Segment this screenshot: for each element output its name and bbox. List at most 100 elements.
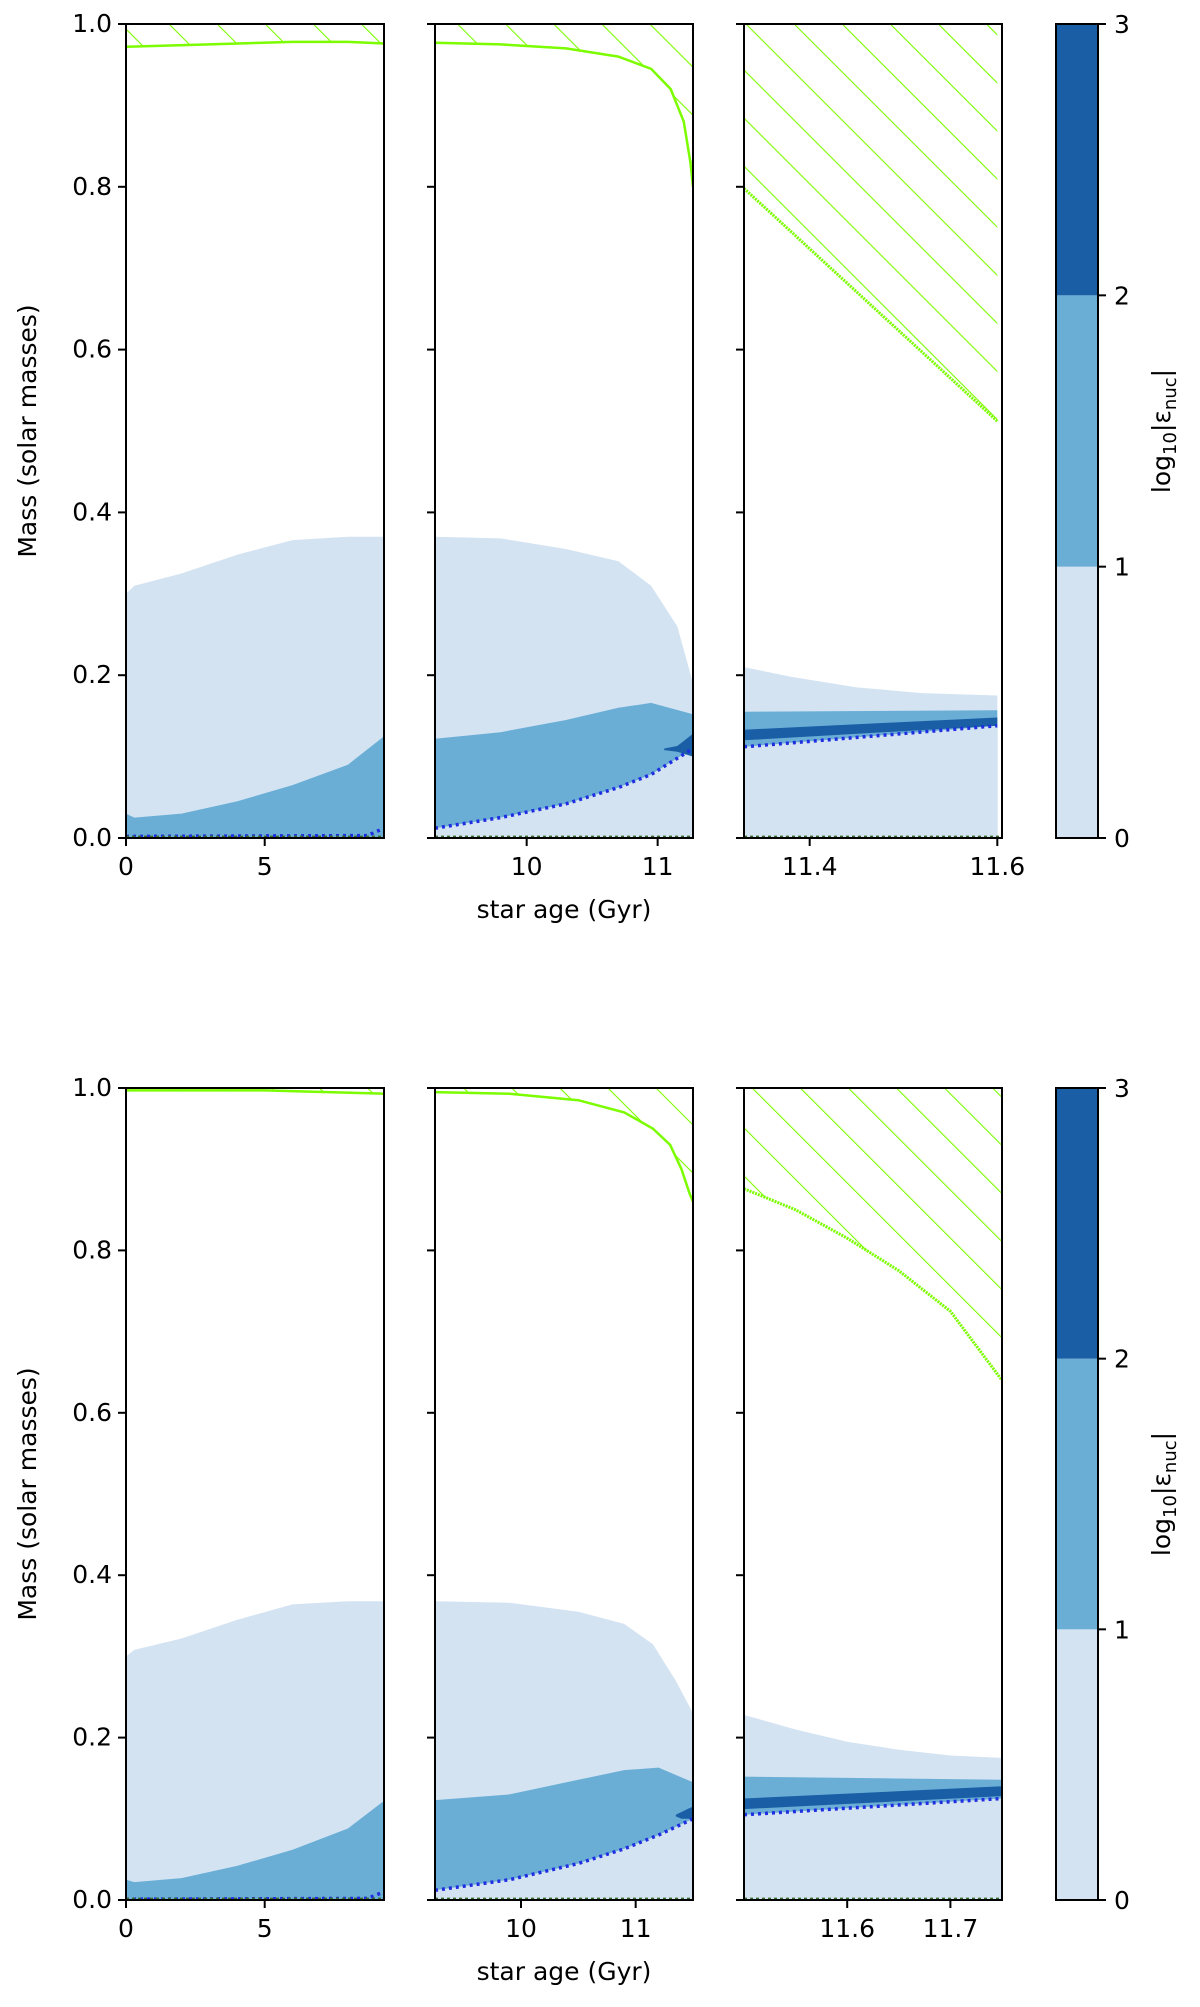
- panel-frame: [125, 1087, 385, 1901]
- colorbar-tick-label: 2: [1114, 281, 1130, 310]
- colorbar: 0 1 2 3 log10|εnuc|: [1055, 10, 1181, 853]
- colorbar-frame: [1055, 1087, 1099, 1901]
- level1-region: [126, 536, 384, 838]
- panel-plot-area: [435, 24, 693, 838]
- inner-core-region: [435, 748, 693, 838]
- panel-1-1: 0.0 0.2 0.4 0.6 0.8 1.0 0 5: [72, 9, 385, 881]
- x-tick-label: 0: [118, 1914, 134, 1943]
- colorbar-label: log10|εnuc|: [1147, 369, 1181, 493]
- hatch-boundary-line: [744, 187, 999, 423]
- colorbar-segment: [1056, 566, 1098, 838]
- hatch-boundary-line: [126, 1089, 384, 1095]
- colorbar-segment: [1056, 1629, 1098, 1900]
- colorbar-label-part: log: [1147, 455, 1176, 493]
- panel-plot-area: [744, 24, 1002, 838]
- x-tick-label: 5: [257, 1914, 273, 1943]
- y-axis-label: Mass (solar masses): [13, 304, 42, 557]
- y-tick-label: 0.6: [72, 1398, 112, 1427]
- panel-frame: [743, 23, 1003, 839]
- hatch-boundary-line: [435, 1090, 693, 1203]
- burning-shell-line: [744, 1796, 1002, 1817]
- x-tick-label: 0: [118, 852, 134, 881]
- colorbar-segment: [1056, 1358, 1098, 1630]
- colorbar-segment: [1056, 295, 1098, 567]
- hatch-boundary-line: [126, 40, 384, 49]
- y-tick-label: 0.6: [72, 335, 112, 364]
- panel-2-1: 0.0 0.2 0.4 0.6 0.8 1.0 0 5: [72, 1073, 385, 1943]
- hatched-region: [744, 1088, 1002, 1381]
- colorbar-segment: [1056, 24, 1098, 296]
- panel-1-2: 10 11: [427, 23, 694, 881]
- colorbar-label-part: |: [1147, 1432, 1176, 1440]
- colorbar-label: log10|εnuc|: [1147, 1432, 1181, 1556]
- panel-plot-area: [126, 24, 384, 838]
- x-tick-label: 10: [505, 1914, 537, 1943]
- colorbar-frame: [1055, 23, 1099, 839]
- colorbar-tick-label: 1: [1114, 553, 1130, 582]
- y-tick-label: 1.0: [72, 1073, 112, 1102]
- level3-region: [675, 1806, 693, 1819]
- hatched-region: [435, 24, 693, 187]
- x-tick-label: 11: [620, 1914, 652, 1943]
- x-tick-label: 5: [257, 852, 273, 881]
- colorbar-tick-label: 0: [1114, 824, 1130, 853]
- panel-1-3: 11.4 11.6: [736, 23, 1025, 881]
- x-tick-label: 11.6: [819, 1914, 875, 1943]
- colorbar-label-part: log: [1147, 1518, 1176, 1556]
- x-axis-label: star age (Gyr): [477, 1957, 652, 1986]
- panel-2-2: 10 11: [427, 1087, 694, 1943]
- y-tick-label: 1.0: [72, 9, 112, 38]
- colorbar-label-part: nuc: [1160, 377, 1181, 410]
- y-tick-label: 0.2: [72, 660, 112, 689]
- y-tick-label: 0.4: [72, 1560, 112, 1589]
- colorbar-tick-label: 1: [1114, 1615, 1130, 1644]
- x-tick-label: 11.4: [782, 852, 838, 881]
- y-tick-label: 0.8: [72, 1235, 112, 1264]
- panel-frame: [434, 1087, 694, 1901]
- burning-shell-line: [126, 1890, 384, 1900]
- colorbar-tick-label: 0: [1114, 1886, 1130, 1915]
- colorbar-label-part: 10: [1160, 1495, 1181, 1518]
- y-tick-label: 0.8: [72, 172, 112, 201]
- level3-region: [664, 733, 693, 757]
- x-tick-label: 11.6: [969, 852, 1025, 881]
- burning-shell-line: [126, 826, 384, 838]
- hatched-region: [435, 1088, 693, 1202]
- x-axis-label: star age (Gyr): [477, 895, 652, 924]
- level3-region: [744, 1786, 1002, 1810]
- hatched-region: [744, 24, 998, 422]
- burning-shell-line: [435, 1817, 693, 1893]
- level2-region: [126, 1800, 384, 1900]
- x-tick-label: 11: [642, 852, 674, 881]
- inner-core-region: [744, 725, 998, 838]
- y-tick-label: 0.2: [72, 1723, 112, 1752]
- inner-core-region: [435, 1818, 693, 1900]
- y-tick-label: 0.0: [72, 823, 112, 852]
- colorbar-label-part: 10: [1160, 432, 1181, 455]
- burning-shell-line: [435, 747, 693, 830]
- panel-frame: [125, 23, 385, 839]
- hatch-boundary-line: [744, 1187, 1002, 1382]
- panel-frame: [434, 23, 694, 839]
- x-tick-label: 11.7: [923, 1914, 979, 1943]
- colorbar-label-part: |ε: [1147, 1473, 1176, 1495]
- y-tick-label: 0.0: [72, 1885, 112, 1914]
- panel-frame: [743, 1087, 1003, 1901]
- panel-plot-area: [435, 1088, 693, 1900]
- panel-plot-area: [744, 1088, 1002, 1900]
- colorbar-tick-label: 2: [1114, 1345, 1130, 1374]
- colorbar-tick-label: 3: [1114, 1074, 1130, 1103]
- burning-shell-line: [744, 723, 998, 749]
- level3-region: [744, 717, 998, 741]
- y-axis-label: Mass (solar masses): [13, 1367, 42, 1620]
- inner-core-region: [744, 1798, 1002, 1900]
- colorbar-tick-label: 3: [1114, 10, 1130, 39]
- colorbar: 0 1 2 3 log10|εnuc|: [1055, 1074, 1181, 1915]
- panel-plot-area: [126, 1088, 384, 1900]
- y-tick-label: 0.4: [72, 497, 112, 526]
- colorbar-segment: [1056, 1088, 1098, 1359]
- colorbar-label-part: |: [1147, 369, 1176, 377]
